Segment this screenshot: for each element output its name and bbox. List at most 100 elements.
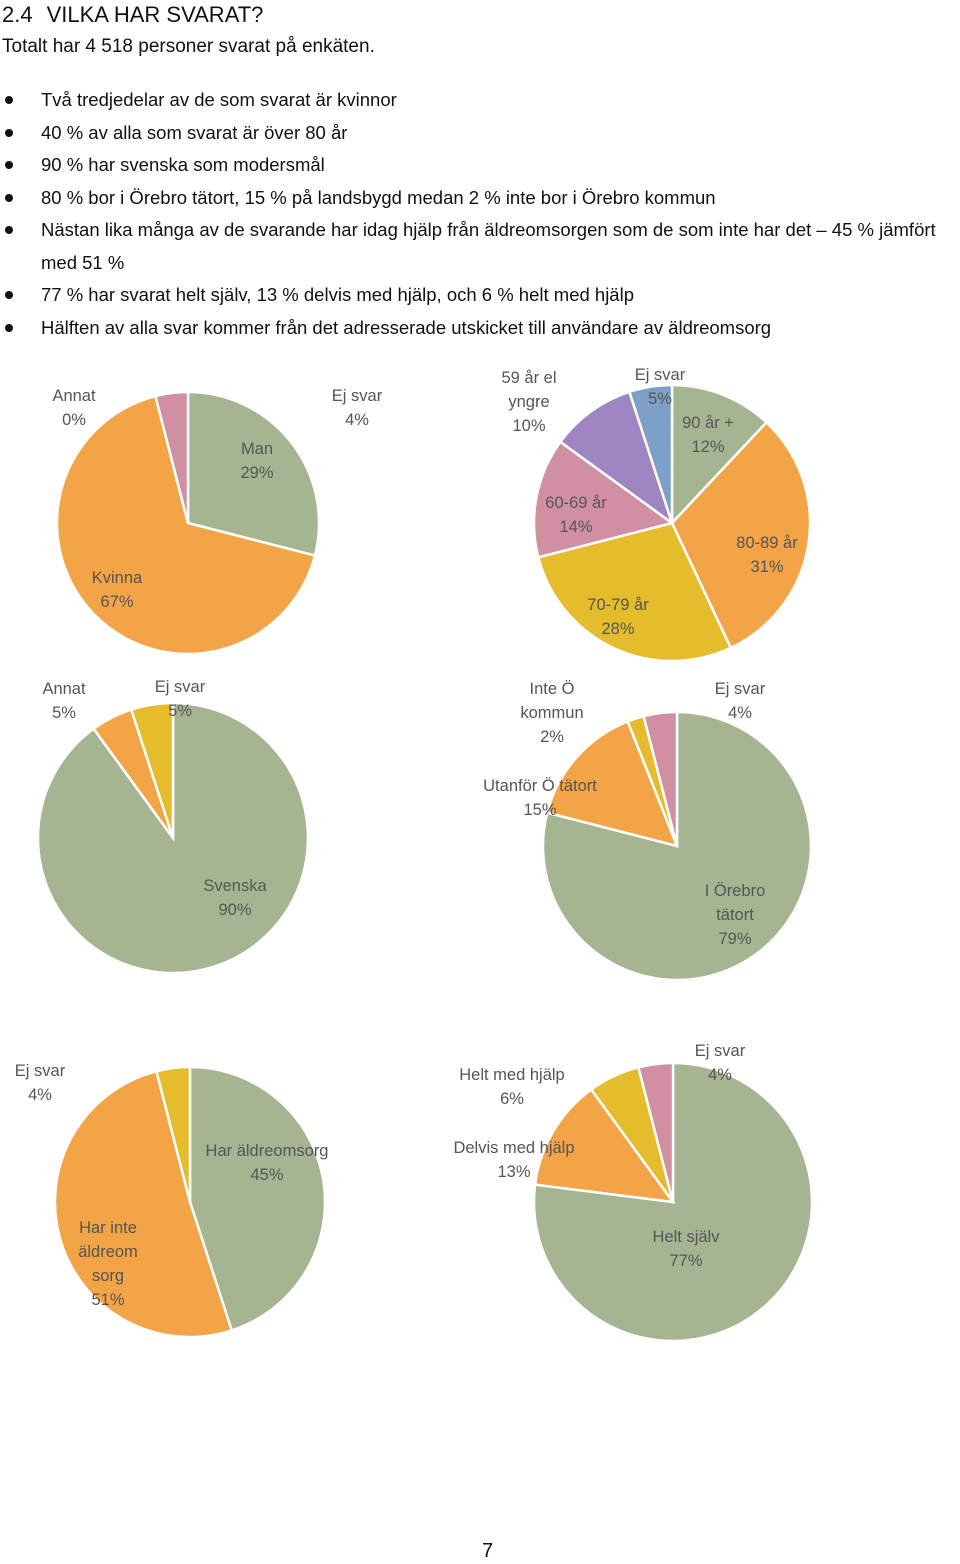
value-label: 28% — [601, 620, 635, 638]
bullet: 90 % har svenska som modersmål — [0, 149, 945, 182]
data-label: Inte Ö kommun 2% — [507, 677, 597, 749]
data-label: 70-79 år 28% — [578, 593, 658, 641]
data-label: Utanför Ö tätort 15% — [465, 774, 615, 822]
value-label: 29% — [240, 464, 274, 482]
data-label: Kvinna 67% — [82, 566, 152, 614]
data-label: Ej svar 4% — [685, 1039, 755, 1087]
category-label: Kvinna — [91, 569, 143, 587]
pie-slice — [545, 719, 680, 848]
category-label: 59 år el yngre — [501, 369, 557, 411]
category-label: Helt med hjälp — [459, 1066, 565, 1084]
data-label: Ej svar 4% — [5, 1059, 75, 1107]
heading-title: VILKA HAR SVARAT? — [46, 2, 264, 27]
category-label: 60-69 år — [545, 494, 607, 512]
bullet: 40 % av alla som svarat är över 80 år — [0, 117, 945, 150]
data-label: Helt själv 77% — [641, 1225, 731, 1273]
data-label: Ej svar 4% — [705, 677, 775, 725]
value-label: 10% — [512, 417, 546, 435]
heading-number: 2.4 — [2, 2, 33, 27]
category-label: Svenska — [203, 877, 267, 895]
bullet: Två tredjedelar av de som svarat är kvin… — [0, 84, 945, 117]
value-label: 4% — [28, 1086, 52, 1104]
category-label: Ej svar — [694, 1042, 746, 1060]
pie-slice — [536, 521, 733, 663]
pie-slice — [670, 420, 812, 650]
pie-slice — [188, 1065, 327, 1332]
data-label: 90 år + 12% — [673, 411, 743, 459]
value-label: 67% — [100, 593, 134, 611]
data-label: Har äldreomsorg 45% — [192, 1139, 342, 1187]
data-label: Ej svar 5% — [145, 675, 215, 723]
value-label: 13% — [497, 1163, 531, 1181]
pie-slice — [153, 390, 190, 524]
data-label: 60-69 år 14% — [536, 491, 616, 539]
value-label: 15% — [523, 801, 557, 819]
pie-slice — [53, 1069, 234, 1339]
value-label: 51% — [91, 1291, 125, 1309]
value-label: 5% — [648, 390, 672, 408]
value-label: 90% — [218, 901, 252, 919]
value-label: 0% — [62, 411, 86, 429]
category-label: Annat — [42, 680, 86, 698]
category-label: Ej svar — [714, 680, 766, 698]
pie-slice — [154, 1065, 192, 1203]
page-number: 7 — [482, 1540, 494, 1562]
category-label: Ej svar — [634, 366, 686, 384]
pie-slice — [55, 394, 317, 656]
pie-slice — [627, 383, 674, 524]
data-label: 59 år el yngre 10% — [494, 366, 564, 438]
data-label: Annat 5% — [34, 677, 94, 725]
data-label: Ej svar 5% — [625, 363, 695, 411]
value-label: 4% — [728, 704, 752, 722]
category-label: Inte Ö kommun — [520, 680, 584, 722]
bullet: Nästan lika många av de svarande har ida… — [0, 214, 945, 279]
data-label: Ej svar 4% — [322, 384, 392, 432]
data-label: Man 29% — [222, 437, 292, 485]
value-label: 12% — [691, 438, 725, 456]
data-label: Har inte äldreomsorg 51% — [77, 1216, 139, 1312]
value-label: 4% — [708, 1066, 732, 1084]
data-label: Helt med hjälp 6% — [447, 1063, 577, 1111]
data-label: I Örebro tätort 79% — [695, 879, 775, 951]
bullet: Hälften av alla svar kommer från det adr… — [0, 312, 945, 345]
heading: 2.4 VILKA HAR SVARAT? — [2, 2, 263, 28]
category-label: Delvis med hjälp — [453, 1139, 575, 1157]
category-label: Ej svar — [331, 387, 383, 405]
pie-slice — [129, 701, 175, 839]
pie-slice — [532, 1061, 814, 1343]
pie-slice — [558, 390, 675, 527]
value-label: 2% — [540, 728, 564, 746]
value-label: 45% — [250, 1166, 284, 1184]
category-label: 80-89 år — [736, 534, 798, 552]
value-label: 77% — [669, 1252, 703, 1270]
value-label: 5% — [168, 702, 192, 720]
category-label: 70-79 år — [587, 596, 649, 614]
category-label: Annat — [52, 387, 96, 405]
bullet: 77 % har svarat helt själv, 13 % delvis … — [0, 279, 945, 312]
pie-slice — [186, 390, 321, 558]
category-label: Har inte äldreomsorg — [78, 1219, 138, 1285]
pie-slice — [670, 383, 769, 527]
pie-slice — [533, 1087, 676, 1204]
intro: Totalt har 4 518 personer svarat på enkä… — [2, 36, 375, 57]
category-label: Ej svar — [154, 678, 206, 696]
value-label: 5% — [52, 704, 76, 722]
category-label: Utanför Ö tätort — [483, 777, 597, 795]
category-label: Helt själv — [652, 1228, 720, 1246]
data-label: Delvis med hjälp 13% — [439, 1136, 589, 1184]
bullet: 80 % bor i Örebro tätort, 15 % på landsb… — [0, 182, 945, 215]
pie-slice — [636, 1061, 675, 1203]
value-label: 4% — [345, 411, 369, 429]
pie-slice — [532, 440, 675, 559]
category-label: I Örebro tätort — [704, 882, 766, 924]
data-label: 80-89 år 31% — [727, 531, 807, 579]
category-label: Ej svar — [14, 1062, 66, 1080]
data-label: Svenska 90% — [195, 874, 275, 922]
category-label: Har äldreomsorg — [205, 1142, 329, 1160]
value-label: 14% — [559, 518, 593, 536]
data-label: Annat 0% — [44, 384, 104, 432]
category-label: 90 år + — [682, 414, 734, 432]
value-label: 6% — [500, 1090, 524, 1108]
category-label: Man — [240, 440, 274, 458]
